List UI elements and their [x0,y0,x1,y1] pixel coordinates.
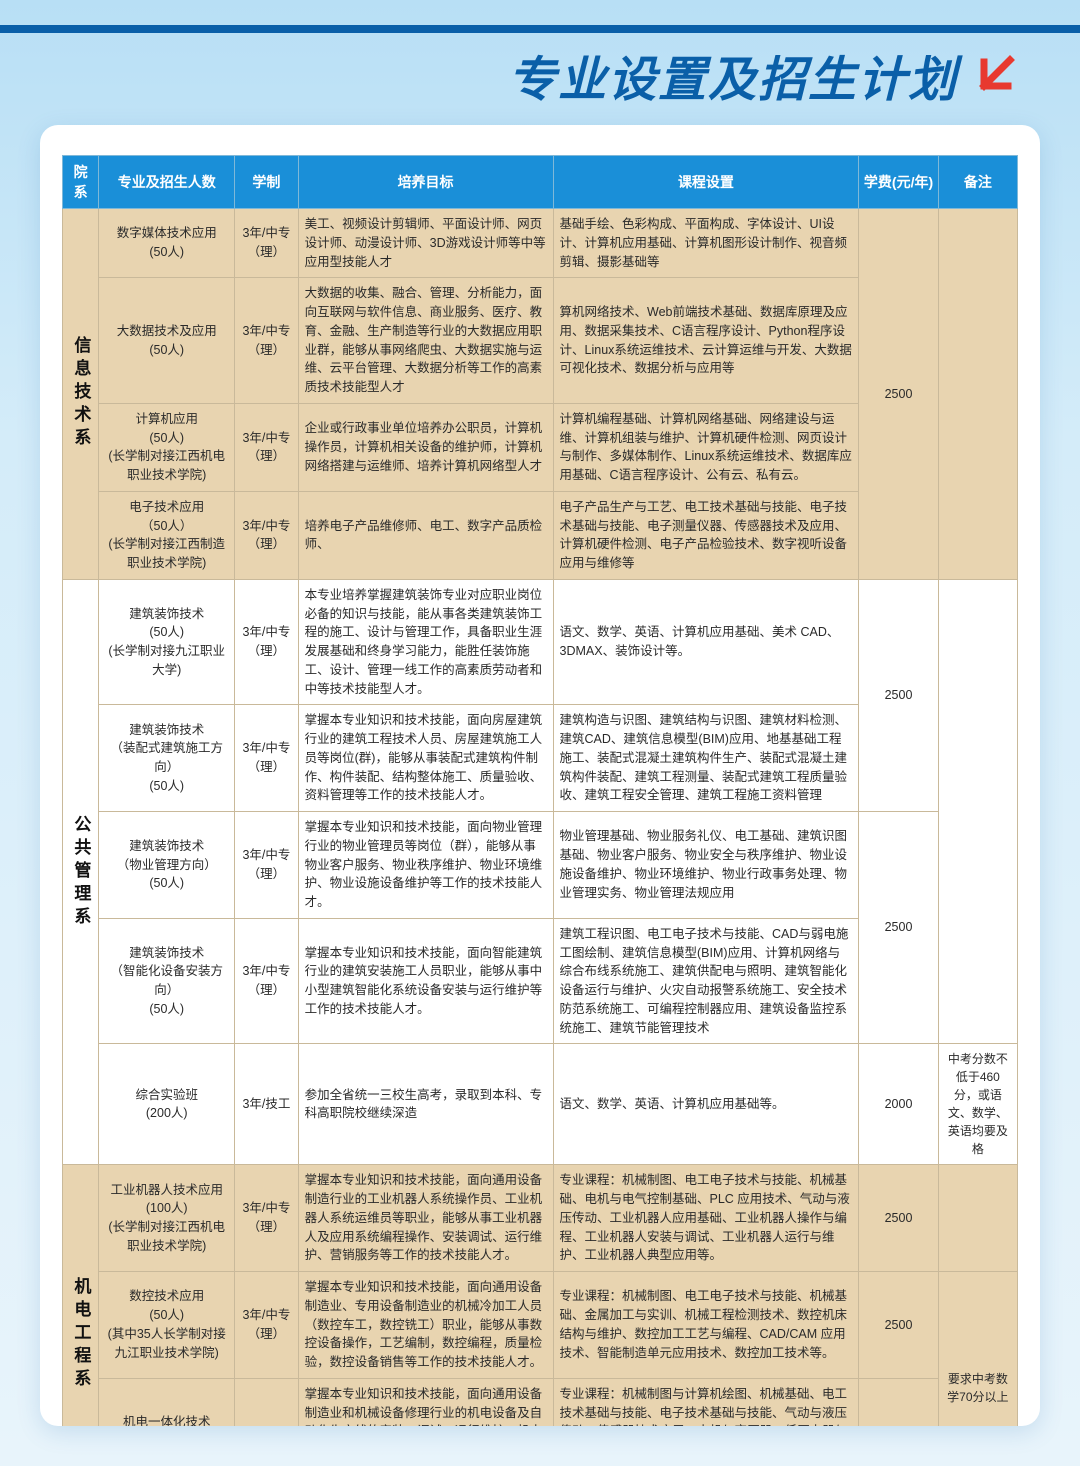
major-cell: 机电一体化技术(100人)(技工学籍) [99,1378,235,1426]
programs-table: 院系 专业及招生人数 学制 培养目标 课程设置 学费(元/年) 备注 信息技术系… [62,155,1018,1426]
xuezhi-cell: 3年/中专（理） [235,1165,298,1272]
xuezhi-cell: 3年/中专（理） [235,403,298,491]
xuezhi-cell: 3年/技工 [235,1378,298,1426]
table-row: 数控技术应用(50人)(其中35人长学制对接九江职业技术学院)3年/中专（理）掌… [63,1272,1018,1379]
xuezhi-cell: 3年/中专（理） [235,1272,298,1379]
major-cell: 建筑装饰技术（装配式建筑施工方向）(50人) [99,705,235,812]
fee-cell: 2500 [859,812,938,1044]
course-cell: 物业管理基础、物业服务礼仪、电工基础、建筑识图基础、物业客户服务、物业安全与秩序… [553,812,859,919]
table-row: 综合实验班(200人)3年/技工参加全省统一三校生高考，录取到本科、专科高职院校… [63,1044,1018,1165]
note-cell: 要求中考数学70分以上 [938,1272,1017,1427]
major-cell: 建筑装饰技术(50人)(长学制对接九江职业大学) [99,579,235,705]
course-cell: 建筑工程识图、电工电子技术与技能、CAD与弱电施工图绘制、建筑信息模型(BIM)… [553,918,859,1044]
xuezhi-cell: 3年/中专（理） [235,812,298,919]
table-row: 建筑装饰技术（物业管理方向）(50人)3年/中专（理）掌握本专业知识和技术技能，… [63,812,1018,919]
th-fee: 学费(元/年) [859,156,938,209]
course-cell: 计算机编程基础、计算机网络基础、网络建设与运维、计算机组装与维护、计算机硬件检测… [553,403,859,491]
th-goal: 培养目标 [298,156,553,209]
th-course: 课程设置 [553,156,859,209]
table-row: 机电工程系工业机器人技术应用(100人)(长学制对接江西机电职业技术学院)3年/… [63,1165,1018,1272]
course-cell: 算机网络技术、Web前端技术基础、数据库原理及应用、数据采集技术、C语言程序设计… [553,278,859,404]
table-row: 信息技术系数字媒体技术应用(50人)3年/中专（理）美工、视频设计剪辑师、平面设… [63,209,1018,278]
fee-cell: 2500 [859,1272,938,1379]
goal-cell: 大数据的收集、融合、管理、分析能力，面向互联网与软件信息、商业服务、医疗、教育、… [298,278,553,404]
goal-cell: 掌握本专业知识和技术技能，面向智能建筑行业的建筑安装施工人员职业，能够从事中小型… [298,918,553,1044]
course-cell: 专业课程：机械制图、电工电子技术与技能、机械基础、电机与电气控制基础、PLC 应… [553,1165,859,1272]
note-cell [938,209,1017,580]
course-cell: 建筑构造与识图、建筑结构与识图、建筑材料检测、建筑CAD、建筑信息模型(BIM)… [553,705,859,812]
content-card: 院系 专业及招生人数 学制 培养目标 课程设置 学费(元/年) 备注 信息技术系… [40,125,1040,1426]
course-cell: 语文、数学、英语、计算机应用基础等。 [553,1044,859,1165]
th-xuezhi: 学制 [235,156,298,209]
note-cell [938,579,1017,1044]
table-row: 公共管理系建筑装饰技术(50人)(长学制对接九江职业大学)3年/中专（理）本专业… [63,579,1018,705]
page-header: 专业设置及招生计划 [0,0,1080,120]
note-cell [938,1165,1017,1272]
major-cell: 建筑装饰技术（智能化设备安装方向）(50人) [99,918,235,1044]
goal-cell: 参加全省统一三校生高考，录取到本科、专科高职院校继续深造 [298,1044,553,1165]
goal-cell: 掌握本专业知识和技术技能，面向物业管理行业的物业管理员等岗位（群），能够从事物业… [298,812,553,919]
goal-cell: 掌握本专业知识和技术技能，面向房屋建筑行业的建筑工程技术人员、房屋建筑施工人员等… [298,705,553,812]
major-cell: 工业机器人技术应用(100人)(长学制对接江西机电职业技术学院) [99,1165,235,1272]
fee-cell: 2000 [859,1378,938,1426]
xuezhi-cell: 3年/中专（理） [235,491,298,579]
goal-cell: 掌握本专业知识和技术技能，面向通用设备制造业、专用设备制造业的机械冷加工人员（数… [298,1272,553,1379]
xuezhi-cell: 3年/中专（理） [235,209,298,278]
xuezhi-cell: 3年/中专（理） [235,278,298,404]
table-row: 机电一体化技术(100人)(技工学籍)3年/技工掌握本专业知识和技术技能，面向通… [63,1378,1018,1426]
xuezhi-cell: 3年/中专（理） [235,705,298,812]
course-cell: 专业课程：机械制图与计算机绘图、机械基础、电工技术基础与技能、电子技术基础与技能… [553,1378,859,1426]
note-cell: 中考分数不低于460分，或语文、数学、英语均要及格 [938,1044,1017,1165]
dept-cell: 公共管理系 [63,579,99,1165]
course-cell: 电子产品生产与工艺、电工技术基础与技能、电子技术基础与技能、电子测量仪器、传感器… [553,491,859,579]
page-title: 专业设置及招生计划 [508,40,958,110]
major-cell: 电子技术应用（50人）(长学制对接江西制造职业技术学院) [99,491,235,579]
major-cell: 数字媒体技术应用(50人) [99,209,235,278]
goal-cell: 掌握本专业知识和技术技能，面向通用设备制造行业的工业机器人系统操作员、工业机器人… [298,1165,553,1272]
goal-cell: 培养电子产品维修师、电工、数字产品质检师、 [298,491,553,579]
dept-cell: 信息技术系 [63,209,99,580]
goal-cell: 美工、视频设计剪辑师、平面设计师、网页设计师、动漫设计师、3D游戏设计师等中等应… [298,209,553,278]
fee-cell: 2500 [859,579,938,811]
xuezhi-cell: 3年/中专（理） [235,579,298,705]
goal-cell: 本专业培养掌握建筑装饰专业对应职业岗位必备的知识与技能，能从事各类建筑装饰工程的… [298,579,553,705]
xuezhi-cell: 3年/中专（理） [235,918,298,1044]
header-bar [0,25,1080,33]
goal-cell: 掌握本专业知识和技术技能，面向通用设备制造业和机械设备修理行业的机电设备及自动化… [298,1378,553,1426]
major-cell: 数控技术应用(50人)(其中35人长学制对接九江职业技术学院) [99,1272,235,1379]
fee-cell: 2000 [859,1044,938,1165]
goal-cell: 企业或行政事业单位培养办公职员，计算机操作员，计算机相关设备的维护师，计算机网络… [298,403,553,491]
course-cell: 基础手绘、色彩构成、平面构成、字体设计、UI设计、计算机应用基础、计算机图形设计… [553,209,859,278]
major-cell: 计算机应用(50人)(长学制对接江西机电职业技术学院) [99,403,235,491]
course-cell: 语文、数学、英语、计算机应用基础、美术 CAD、3DMAX、装饰设计等。 [553,579,859,705]
dept-cell: 机电工程系 [63,1165,99,1426]
arrow-down-left-icon [970,50,1020,100]
major-cell: 综合实验班(200人) [99,1044,235,1165]
xuezhi-cell: 3年/技工 [235,1044,298,1165]
major-cell: 大数据技术及应用(50人) [99,278,235,404]
fee-cell: 2500 [859,209,938,580]
th-dept: 院系 [63,156,99,209]
th-note: 备注 [938,156,1017,209]
course-cell: 专业课程：机械制图、电工电子技术与技能、机械基础、金属加工与实训、机械工程检测技… [553,1272,859,1379]
table-header-row: 院系 专业及招生人数 学制 培养目标 课程设置 学费(元/年) 备注 [63,156,1018,209]
fee-cell: 2500 [859,1165,938,1272]
th-major: 专业及招生人数 [99,156,235,209]
major-cell: 建筑装饰技术（物业管理方向）(50人) [99,812,235,919]
title-wrap: 专业设置及招生计划 [508,40,1020,110]
